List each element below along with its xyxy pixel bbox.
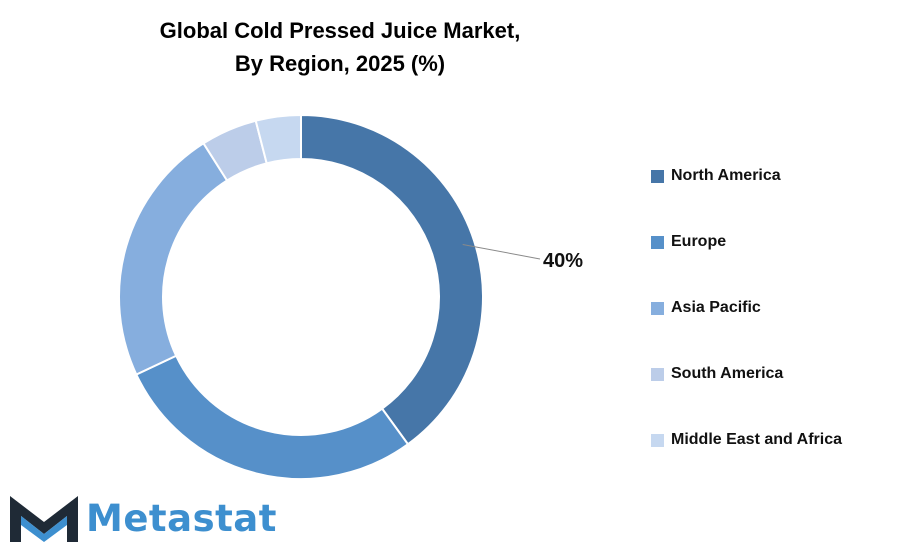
brand-name: Metastat	[86, 496, 277, 540]
legend-swatch	[651, 301, 664, 315]
legend-item-europe: Europe	[651, 232, 726, 252]
legend-swatch	[651, 169, 664, 183]
legend-label: South America	[671, 365, 784, 382]
legend-item-middle-east-and-africa: Middle East and Africa	[651, 430, 842, 450]
chart-title: Global Cold Pressed Juice Market, By Reg…	[40, 14, 640, 80]
slice-north-america	[300, 113, 484, 446]
slice-europe	[134, 354, 410, 480]
legend-swatch	[651, 433, 664, 447]
legend-label: Asia Pacific	[671, 299, 761, 316]
donut-slices	[118, 113, 484, 480]
leader-line-north-america	[462, 243, 541, 260]
legend-label: North America	[671, 167, 781, 184]
legend-swatch	[651, 235, 664, 249]
legend-label: Europe	[671, 233, 727, 250]
legend-item-asia-pacific: Asia Pacific	[651, 298, 761, 318]
slice-middle-east-and-africa	[254, 113, 302, 165]
legend-item-north-america: North America	[651, 166, 781, 186]
legend-swatch	[651, 367, 664, 381]
slice-asia-pacific	[118, 141, 229, 376]
data-labels: 40%	[462, 243, 583, 272]
legend-item-south-america: South America	[651, 364, 783, 384]
metastat-m-logo-icon	[10, 496, 78, 542]
chart-title-line-1: Global Cold Pressed Juice Market,	[159, 18, 521, 43]
data-label-north-america: 40%	[543, 250, 583, 272]
chart-title-line-2: By Region, 2025 (%)	[234, 51, 446, 76]
legend-label: Middle East and Africa	[671, 431, 842, 448]
brand-logo: Metastat	[8, 490, 277, 546]
